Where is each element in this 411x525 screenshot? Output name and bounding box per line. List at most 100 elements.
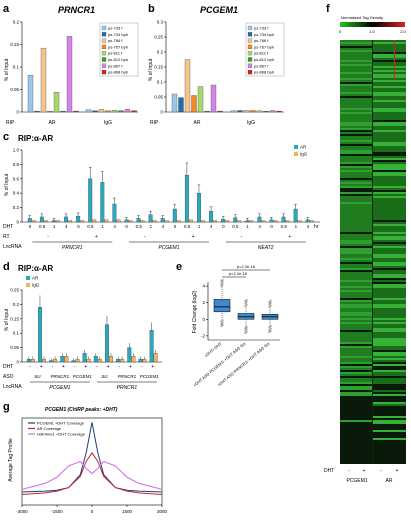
panel_a-bar-ps-734bph bbox=[34, 110, 40, 113]
panel-f-heat-row bbox=[373, 72, 406, 74]
panel-d-ytick-label: 0.2 bbox=[13, 302, 20, 307]
panel-f-heat-row bbox=[373, 216, 406, 218]
panel-d-dht-value: - bbox=[118, 364, 120, 370]
panel-b: b PCGEM1 % of Input 00.050.10.150.20.250… bbox=[148, 3, 285, 126]
panel_b-legend-label: ps-812 bph bbox=[254, 57, 274, 62]
panel-f-heat-row bbox=[373, 194, 406, 196]
panel-f-heat-row bbox=[340, 410, 372, 412]
panel-f-heat-row bbox=[340, 88, 372, 90]
panel-f-heat-row bbox=[373, 316, 406, 318]
panel-f-heat-row bbox=[373, 416, 406, 418]
panel-e-boxes bbox=[213, 269, 279, 334]
panel-d-bar-AR bbox=[116, 358, 121, 363]
panel-f-heat-row bbox=[373, 136, 406, 138]
panel-f-heat-row bbox=[340, 226, 372, 228]
panel-f-heat-row bbox=[373, 226, 406, 228]
panel-f-heat-row bbox=[373, 204, 406, 206]
panel-c-bar-IgG bbox=[152, 220, 157, 223]
panel-f-heat-row bbox=[373, 178, 406, 180]
panel-f-heat-row bbox=[373, 376, 406, 378]
panel-f-heat-row bbox=[373, 118, 406, 120]
panel-f-heat-row bbox=[340, 44, 372, 46]
panel-d-bar-AR bbox=[138, 358, 143, 363]
panel-c-bar-IgG bbox=[309, 220, 314, 223]
panel-f-heat-row bbox=[340, 66, 372, 68]
panel-f-heatmap-texture bbox=[340, 40, 406, 464]
panel_a-bar-ps-767bph bbox=[105, 110, 111, 113]
panel-f-heat-row bbox=[373, 324, 406, 326]
panel-f-heat-row bbox=[340, 118, 372, 120]
panel-c-dht-value: 0 bbox=[222, 224, 225, 229]
panel-f-heat-row bbox=[340, 342, 372, 344]
panel-c-rt-value: + bbox=[192, 234, 195, 240]
panel-c-bar-IgG bbox=[237, 220, 242, 223]
panel-f-heat-row bbox=[340, 262, 372, 264]
panel-c-rt-value: + bbox=[95, 234, 98, 240]
panel-f-heat-row bbox=[373, 252, 406, 254]
panel-f-heat-row bbox=[373, 128, 406, 130]
panel-c-legend-swatch bbox=[294, 152, 298, 156]
panel-d-bar-IgG bbox=[120, 358, 125, 363]
panel-c-dht-value: 0.5 bbox=[232, 224, 239, 229]
panel-f-heat-row bbox=[373, 348, 406, 350]
panel-f-heat-row bbox=[373, 408, 406, 410]
panel-f-heat-row bbox=[373, 396, 406, 398]
panel-f-heat-row bbox=[373, 424, 406, 426]
panel-f-heat-row bbox=[340, 356, 372, 358]
panel-b-group-igg: IgG bbox=[247, 120, 255, 126]
panel-c-bar-AR bbox=[136, 218, 141, 223]
panel-f-heat-row bbox=[373, 166, 406, 168]
panel-f-heat-row bbox=[340, 324, 372, 326]
panel-e-outlier bbox=[244, 332, 247, 334]
panel-e-outlier bbox=[269, 330, 272, 332]
panel_b-bar-ps-811f bbox=[197, 86, 204, 113]
panel_a-bar-ps-867f bbox=[124, 109, 131, 113]
panel-f-heat-row bbox=[373, 444, 406, 446]
panel-f-heat-row bbox=[340, 264, 372, 266]
panel-g-xtick-label: 0 bbox=[91, 509, 94, 514]
panel-f-heat-row bbox=[340, 416, 372, 418]
panel-f-heat-row bbox=[340, 112, 372, 114]
panel-f-heat-row bbox=[340, 46, 372, 48]
panel_a-ytick-label: 0.15 bbox=[10, 42, 19, 47]
panel-f-heat-row bbox=[373, 338, 406, 340]
panel-c-ylabel: % of Input bbox=[4, 173, 10, 196]
panel-f-heat-row bbox=[373, 182, 406, 184]
panel-c-ytick-label: 0.6 bbox=[13, 176, 20, 181]
panel_a-ytick-label: 0 bbox=[16, 110, 19, 115]
panel-g-xtick-label: 3000 bbox=[157, 509, 168, 514]
panel-f-heat-row bbox=[373, 230, 406, 232]
panel-a-bars bbox=[22, 36, 138, 113]
panel-a-rip: RIP bbox=[6, 120, 15, 126]
panel-c-bar-IgG bbox=[225, 220, 230, 223]
panel-d-dht-value: - bbox=[96, 364, 98, 370]
panel-f-heat-row bbox=[373, 432, 406, 434]
panel-g-line-2 bbox=[21, 460, 163, 490]
panel-d-bar-IgG bbox=[42, 358, 46, 363]
panel-f-heat-row bbox=[340, 302, 372, 304]
panel_a-legend-label: ps-733 f bbox=[108, 26, 123, 31]
panel-f-red-streak bbox=[394, 40, 395, 80]
panel-d-bar-AR bbox=[38, 307, 42, 363]
panel-f-heat-row bbox=[373, 114, 406, 116]
panel-e-outlier bbox=[220, 282, 223, 285]
panel-f-heat-row bbox=[340, 398, 372, 400]
panel-e-outlier bbox=[269, 299, 272, 302]
panel-f-heat-row bbox=[340, 346, 372, 348]
panel-f-heat-row bbox=[340, 116, 372, 118]
panel-f-heat-row bbox=[340, 244, 372, 246]
panel-d-ytick-label: 0.15 bbox=[10, 316, 19, 321]
panel-c-ytick-label: 0.4 bbox=[13, 191, 20, 196]
panel-e-outlier bbox=[244, 329, 247, 332]
panel-f-heat-row bbox=[340, 108, 372, 110]
panel-f-heat-row bbox=[373, 240, 406, 242]
panel-f-heat-row bbox=[373, 52, 406, 54]
panel-f-heat-row bbox=[373, 150, 406, 152]
panel-f-heat-row bbox=[340, 282, 372, 284]
panel-f-heat-row bbox=[340, 254, 372, 256]
panel-f-heat-row bbox=[373, 378, 406, 380]
panel-f-heat-row bbox=[373, 258, 406, 260]
